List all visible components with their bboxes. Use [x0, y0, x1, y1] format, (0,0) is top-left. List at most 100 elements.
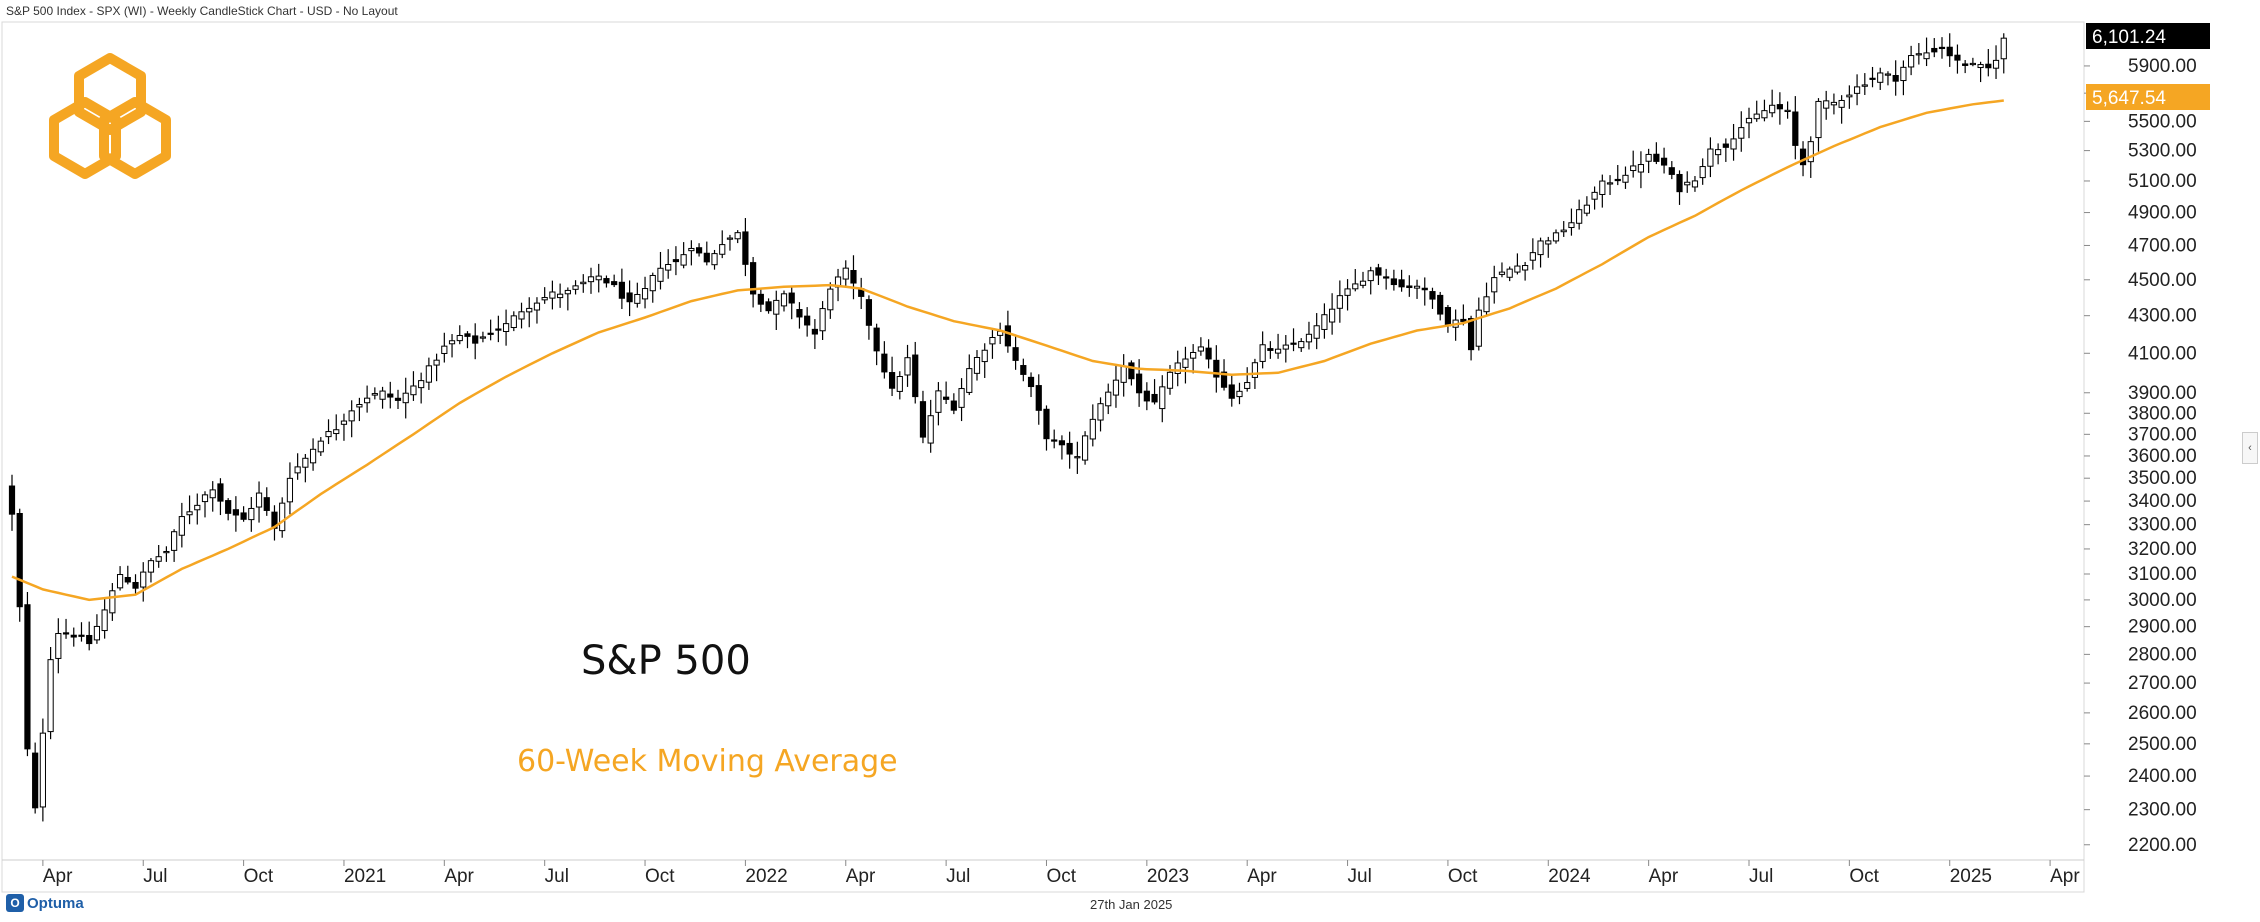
candle [325, 419, 332, 445]
candle [580, 274, 587, 293]
candle-body-up [1305, 333, 1313, 343]
ma-line [11, 99, 2004, 602]
candle-body-up [147, 560, 155, 573]
candle-body-down [240, 512, 247, 520]
candle [371, 387, 378, 400]
candle-body-down [1460, 318, 1467, 322]
candle [1691, 176, 1699, 192]
candle [1668, 161, 1675, 180]
candle-body-down [695, 247, 703, 254]
candle [688, 240, 695, 266]
candle [1606, 175, 1614, 195]
candle [394, 389, 402, 409]
candle [1259, 331, 1266, 369]
candle-body-down [1220, 371, 1228, 388]
candle [1282, 335, 1289, 363]
x-axis: Apr Jul Oct 2021 Apr Jul Oct 2022 Apr Jul Oct 2023 A… [2, 859, 2084, 887]
y-tick-label: 5900.00 [2128, 56, 2197, 77]
candle [279, 497, 286, 538]
candle-body-down [1290, 342, 1297, 345]
candle-body-down [394, 397, 402, 401]
candle [1498, 262, 1506, 278]
last-price-value: 6,101.24 [2092, 27, 2166, 48]
candle-body-down [387, 393, 394, 398]
candle [495, 315, 502, 343]
candle-body-up [1529, 252, 1536, 261]
candle-body-down [1406, 285, 1413, 289]
candle [1769, 89, 1776, 118]
candle-body-up [641, 288, 649, 300]
candle-body-up [1884, 73, 1892, 76]
candle [340, 413, 348, 441]
candle [1182, 346, 1189, 384]
candle [479, 331, 487, 343]
candle [1383, 268, 1390, 290]
candle-body-down [796, 309, 803, 318]
candle-body-up [819, 308, 826, 332]
y-tick-label: 4900.00 [2128, 203, 2197, 224]
candle [1267, 341, 1274, 359]
candle [1491, 265, 1498, 304]
candle-body-up [418, 380, 425, 389]
candle [1081, 431, 1089, 465]
candle [1568, 208, 1575, 236]
x-tick-label: Jul [545, 866, 569, 887]
candle [1637, 151, 1645, 189]
candle-body-up [1815, 100, 1822, 139]
x-tick-label: Apr [1649, 866, 1679, 887]
candle-body-up [1089, 418, 1096, 440]
candle [1537, 237, 1544, 268]
candle-body-down [881, 353, 888, 373]
candle-body-up [1599, 180, 1606, 195]
candle-body-down [1143, 390, 1150, 402]
candle-body-down [1429, 291, 1436, 300]
candle [595, 263, 602, 293]
candle-body-up [981, 349, 988, 363]
candle-body-up [1823, 100, 1830, 109]
candle-body-up [1606, 182, 1614, 185]
candle [116, 566, 124, 591]
candle-body-up [1915, 53, 1922, 56]
candle [1676, 170, 1683, 205]
candle [1352, 269, 1359, 292]
y-tick-label: 5300.00 [2128, 141, 2197, 162]
candle-body-up [1992, 59, 2000, 69]
candle-body-up [309, 448, 317, 464]
x-tick-label: Jul [1749, 866, 1773, 887]
chevron-left-icon[interactable]: ‹ [2242, 432, 2258, 464]
candle-body-up [317, 440, 324, 453]
candle [626, 280, 633, 317]
candle-body-down [1228, 384, 1235, 399]
candle-body-down [1954, 54, 1961, 61]
candle [93, 614, 101, 644]
candle [1660, 147, 1668, 174]
ma-value-tag-bg [2086, 84, 2210, 110]
candle [750, 256, 757, 308]
x-tick-label: Jul [946, 866, 970, 887]
candle-body-down [1035, 385, 1042, 411]
candle-body-down [70, 634, 77, 638]
candle [1583, 196, 1590, 217]
candle [1962, 60, 1969, 74]
candle-body-down [1421, 287, 1428, 291]
y-tick-label: 2200.00 [2128, 835, 2197, 856]
ma-value: 5,647.54 [2092, 88, 2166, 109]
candle-body-up [47, 659, 54, 733]
candle [865, 295, 873, 340]
candle-body-up [325, 431, 332, 438]
y-axis: 2200.00 2300.00 2400.00 2500.00 2600.00 2700.… [2084, 56, 2197, 856]
candle [1020, 358, 1027, 382]
candle [232, 496, 239, 532]
candle [1599, 174, 1606, 208]
candle-body-up [425, 365, 432, 383]
candle-body-up [827, 288, 834, 311]
candle-body-down [495, 328, 502, 331]
candle-body-down [24, 604, 31, 750]
candle-body-up [55, 633, 62, 659]
candle [611, 274, 618, 288]
candle-body-up [780, 293, 788, 307]
candle [564, 287, 571, 311]
candle-body-down [1398, 279, 1405, 288]
candle-body-up [973, 356, 981, 374]
candle [155, 544, 162, 568]
